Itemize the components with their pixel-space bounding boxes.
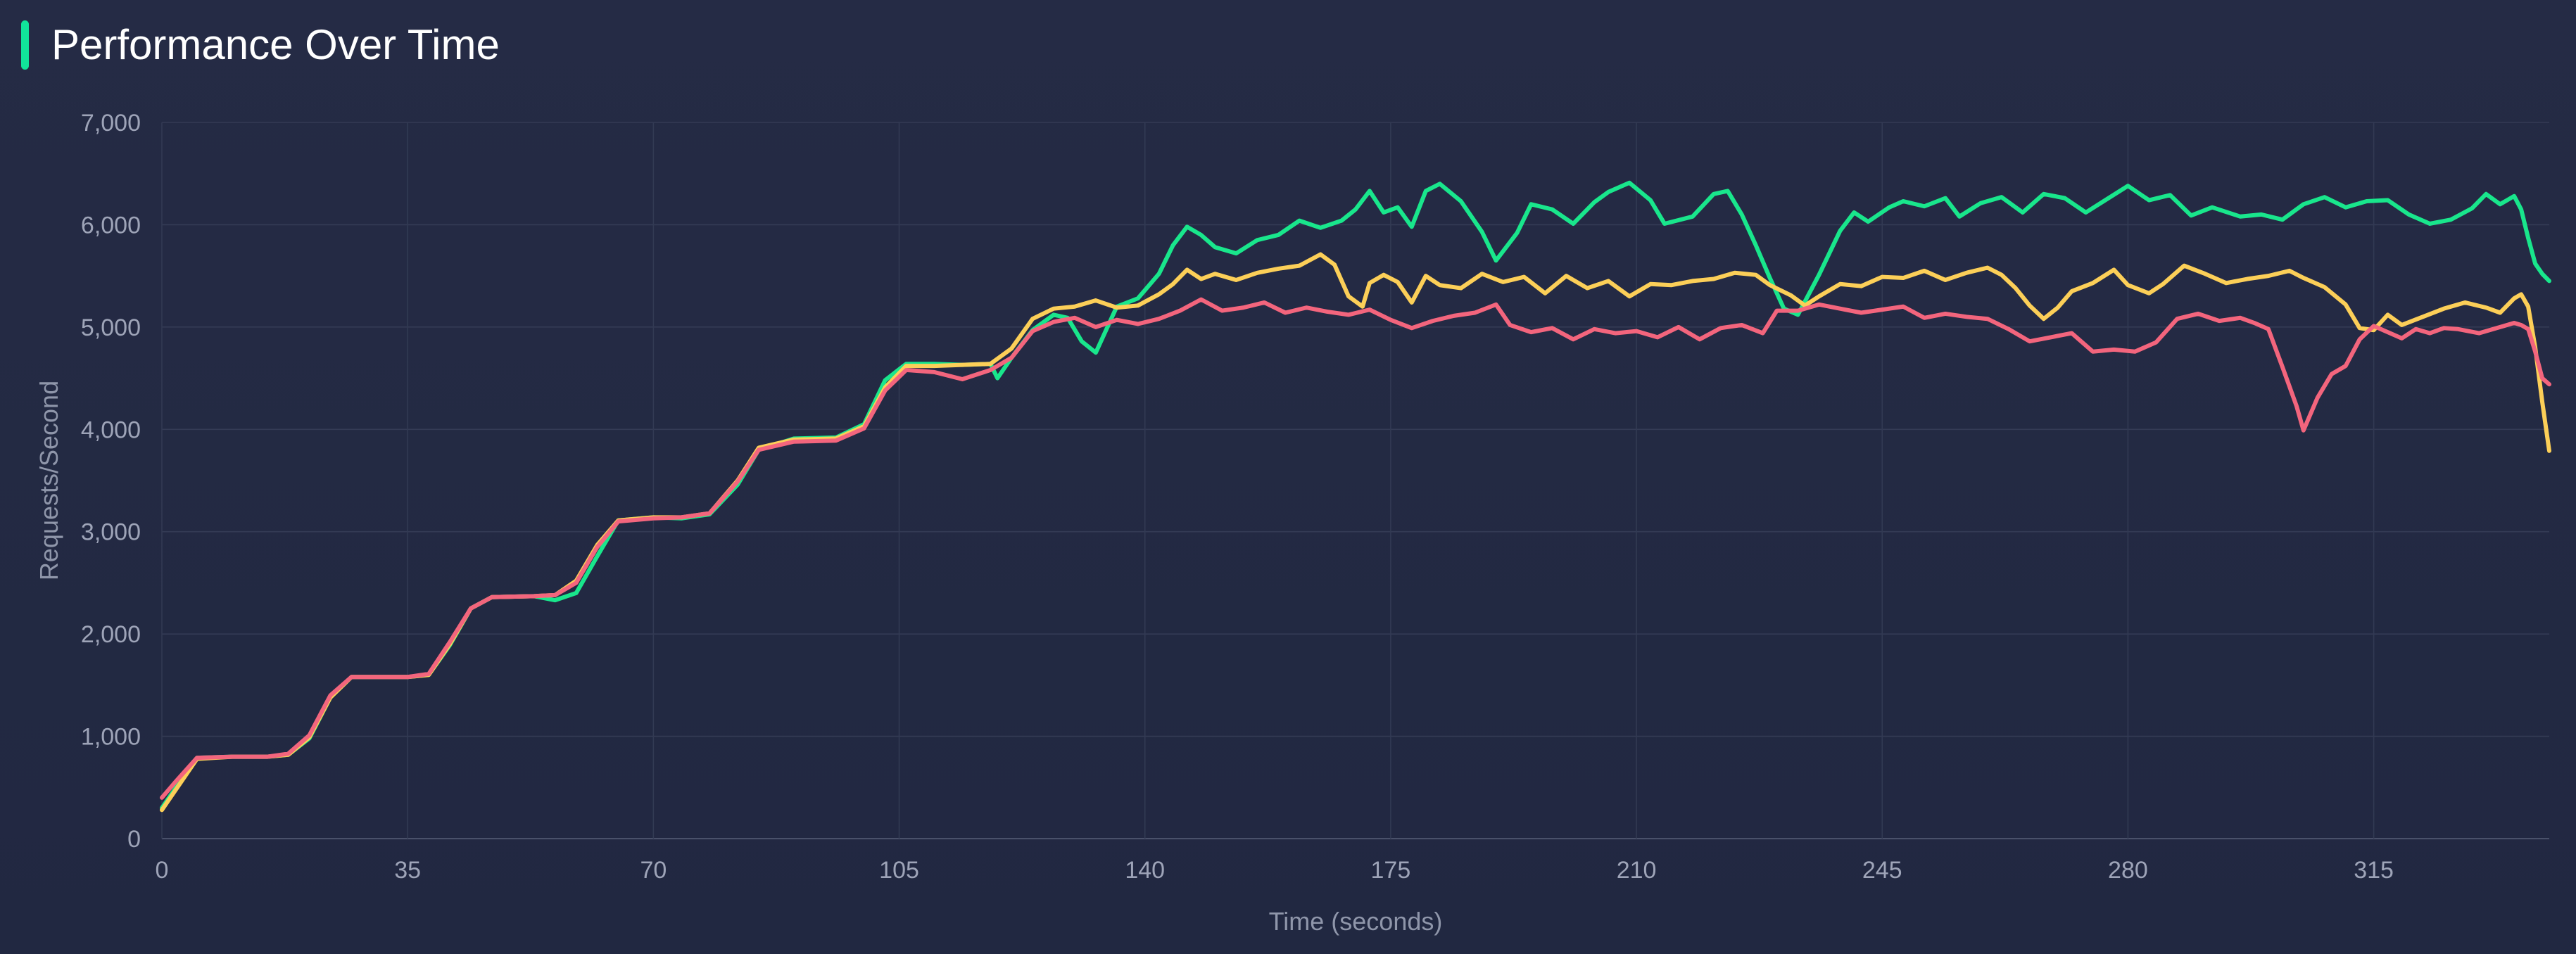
x-tick-label: 245 xyxy=(1862,857,1902,884)
x-tick-label: 35 xyxy=(394,857,421,884)
y-tick-label: 1,000 xyxy=(81,724,141,751)
y-axis-label: Requests/Second xyxy=(34,381,63,580)
y-tick-label: 6,000 xyxy=(81,212,141,238)
y-tick-label: 2,000 xyxy=(81,621,141,648)
chart-header: Performance Over Time xyxy=(21,20,500,70)
x-tick-label: 280 xyxy=(2108,857,2148,884)
y-tick-label: 5,000 xyxy=(81,314,141,341)
x-tick-label: 175 xyxy=(1371,857,1411,884)
series-line-3 xyxy=(160,297,2551,800)
y-tick-label: 7,000 xyxy=(81,110,141,136)
x-tick-label: 105 xyxy=(879,857,919,884)
axis-labels: Time (seconds) Requests/Second xyxy=(34,381,1442,936)
y-tick-label: 4,000 xyxy=(81,416,141,443)
series-layer xyxy=(160,180,2551,813)
x-tick-label: 0 xyxy=(156,857,169,884)
x-tick-label: 315 xyxy=(2354,857,2394,884)
chart-title: Performance Over Time xyxy=(51,21,500,68)
gridlines xyxy=(161,122,2549,839)
x-tick-label: 70 xyxy=(640,857,667,884)
x-axis-label: Time (seconds) xyxy=(1269,907,1443,936)
y-tick-label: 3,000 xyxy=(81,519,141,546)
y-tick-label: 0 xyxy=(127,826,141,853)
series-line-1 xyxy=(160,180,2551,810)
title-accent-bar xyxy=(21,20,29,70)
x-tick-label: 210 xyxy=(1617,857,1657,884)
axes: 0 1,000 2,000 3,000 4,000 5,000 6,000 7,000 0 35 7… xyxy=(81,110,2394,884)
x-tick-label: 140 xyxy=(1125,857,1165,884)
